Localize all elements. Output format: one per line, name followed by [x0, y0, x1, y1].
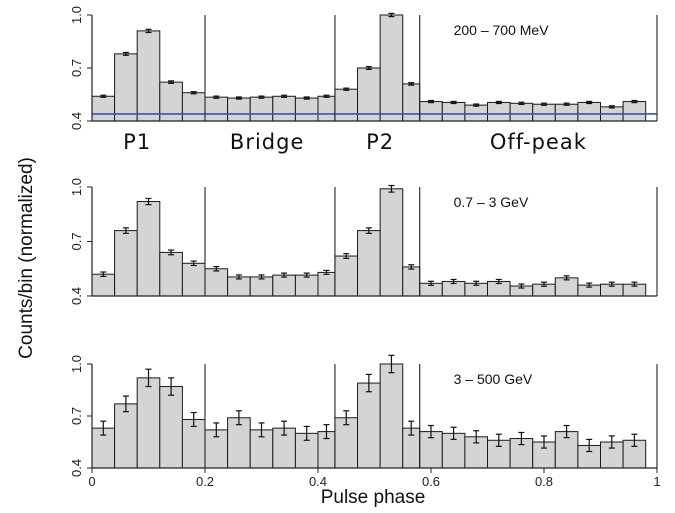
y-tick-label: 0.7: [69, 232, 84, 250]
histogram-bar: [554, 277, 579, 297]
y-tick-label: 0.7: [69, 407, 84, 425]
energy-band-label: 200 – 700 MeV: [454, 22, 550, 38]
panels-group: 0.4 0.7 1.0 200 – 700 MeV P1 Bridge P2 Off-peak…: [69, 6, 661, 489]
histogram-bar: [136, 30, 161, 122]
y-tick-label: 1.0: [69, 178, 84, 196]
histogram-bar: [294, 97, 319, 122]
histogram-bar: [317, 95, 336, 122]
histogram-bar: [181, 92, 206, 122]
y-tick-label: 0.4: [69, 459, 84, 477]
energy-band-label: 3 – 500 GeV: [454, 371, 533, 387]
histogram-bar: [227, 417, 251, 469]
histogram-bar: [379, 14, 404, 122]
histogram-bar: [272, 274, 296, 297]
y-tick-label: 0.7: [69, 59, 84, 77]
histogram-bar: [441, 101, 466, 122]
histogram-bar: [91, 95, 116, 122]
region-label: Bridge: [230, 130, 304, 154]
y-tick-label: 0.4: [69, 287, 84, 305]
x-tick-label: 0.4: [309, 474, 327, 489]
histogram-bar: [136, 201, 161, 297]
y-tick-label: 1.0: [69, 6, 84, 24]
histogram-bar: [249, 96, 274, 122]
x-tick-label: 0: [88, 474, 95, 489]
histogram-bar: [294, 274, 319, 297]
histogram-bar: [91, 273, 116, 297]
histogram-bar: [509, 102, 534, 122]
histogram-bar: [114, 230, 138, 297]
x-axis-title: Pulse phase: [321, 487, 426, 508]
histogram-bar: [577, 101, 602, 122]
x-tick-label: 0.6: [422, 474, 440, 489]
histogram-bar: [419, 101, 443, 122]
histogram-bar: [357, 67, 381, 122]
y-tick-label: 1.0: [69, 355, 84, 373]
histogram-bar: [204, 268, 229, 297]
x-tick-label: 0.8: [535, 474, 553, 489]
histogram-bar: [159, 81, 183, 122]
histogram-bar: [622, 101, 647, 122]
histogram-bar: [487, 101, 511, 122]
energy-band-label: 0.7 – 3 GeV: [454, 194, 529, 210]
panel-3: 0.4 0.7 1.0 0 0.2 0.4 0.6 0.8 1 3 – 500 GeV: [69, 354, 661, 489]
histogram-bar: [334, 88, 359, 122]
histogram-bar: [181, 262, 206, 297]
histogram-bar: [249, 276, 274, 297]
region-label: Off-peak: [490, 130, 587, 154]
y-tick-label: 0.4: [69, 112, 84, 130]
histogram-bar: [317, 271, 336, 297]
x-tick-label: 1: [653, 474, 660, 489]
histogram-bar: [227, 276, 251, 297]
panel-1: 0.4 0.7 1.0 200 – 700 MeV P1 Bridge P2 Off-peak: [69, 6, 658, 154]
histogram-bar: [532, 103, 556, 122]
histogram-bar: [204, 96, 229, 122]
histogram-bar: [136, 377, 161, 469]
histogram-bar: [114, 403, 138, 469]
region-label: P1: [123, 130, 151, 154]
histogram-bar: [464, 104, 488, 122]
histogram-bar: [554, 103, 579, 122]
histogram-bar: [402, 266, 421, 297]
histogram-bar: [227, 97, 251, 122]
histogram-bar: [272, 95, 296, 122]
histogram-bar: [357, 382, 381, 469]
histogram-bar: [334, 417, 359, 469]
histogram-bar: [402, 83, 421, 122]
histogram-bar: [379, 363, 404, 469]
histogram-bar: [379, 188, 404, 297]
histogram-bar: [159, 251, 183, 297]
x-tick-label: 0.2: [196, 474, 214, 489]
y-axis-title: Counts/bin (normalized): [16, 157, 37, 359]
histogram-bar: [159, 386, 183, 469]
region-label: P2: [366, 130, 394, 154]
histogram-bar: [357, 230, 381, 297]
histogram-bar: [114, 53, 138, 122]
panel-2: 0.4 0.7 1.0 0.7 – 3 GeV: [69, 178, 658, 305]
histogram-bar: [334, 255, 359, 297]
